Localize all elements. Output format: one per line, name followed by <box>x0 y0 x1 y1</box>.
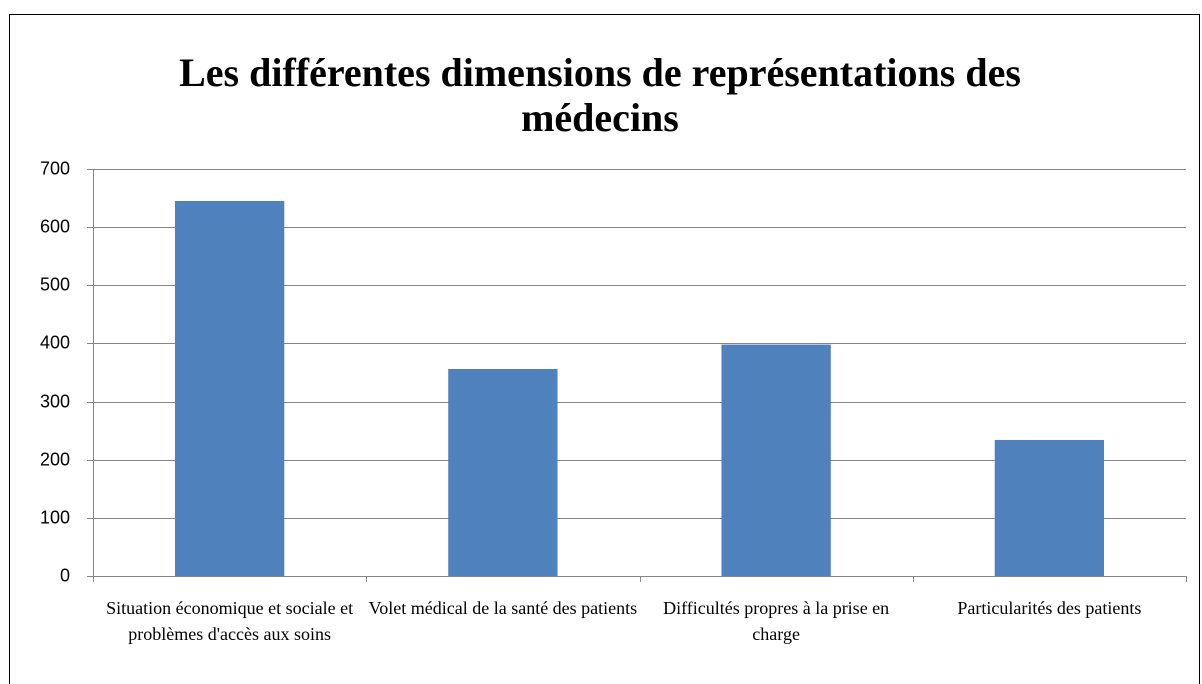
y-tick-label: 500 <box>40 274 70 294</box>
y-tick-label: 400 <box>40 332 70 352</box>
bar <box>994 439 1105 576</box>
chart-border <box>9 14 1200 684</box>
chart-title: Les différentes dimensions de représenta… <box>179 50 1021 140</box>
y-tick-label: 300 <box>40 391 70 411</box>
y-tick-label: 600 <box>40 216 70 236</box>
y-tick-label: 200 <box>40 449 70 469</box>
bar <box>721 344 831 576</box>
x-tick-label: Situation économique et sociale et probl… <box>106 598 354 644</box>
x-tick-label: Volet médical de la santé des patients <box>368 598 638 618</box>
x-tick-label: Difficultés propres à la prise en charge <box>663 598 890 644</box>
y-tick-label: 100 <box>40 507 70 527</box>
y-tick-label: 0 <box>60 565 70 585</box>
y-tick-label: 700 <box>40 158 70 178</box>
bar <box>448 369 558 576</box>
bar <box>174 200 285 576</box>
x-tick-label: Particularités des patients <box>957 598 1142 618</box>
